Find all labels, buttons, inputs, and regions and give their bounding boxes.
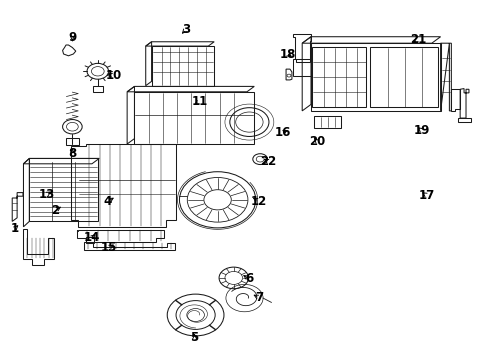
Text: 20: 20 xyxy=(308,135,325,148)
Text: 6: 6 xyxy=(245,273,253,285)
Text: 8: 8 xyxy=(68,147,76,159)
Text: 18: 18 xyxy=(279,48,295,60)
Bar xyxy=(369,47,437,107)
Text: 13: 13 xyxy=(38,188,55,201)
Bar xyxy=(310,43,440,111)
Text: 12: 12 xyxy=(250,195,267,208)
Text: 11: 11 xyxy=(191,95,207,108)
Text: 9: 9 xyxy=(68,31,76,44)
Text: 19: 19 xyxy=(412,124,429,137)
Bar xyxy=(151,46,214,86)
Text: 14: 14 xyxy=(83,231,100,244)
Text: 10: 10 xyxy=(105,69,122,82)
Text: 16: 16 xyxy=(274,126,290,139)
Text: 7: 7 xyxy=(255,291,263,304)
Text: 2: 2 xyxy=(51,204,59,217)
Text: 17: 17 xyxy=(417,189,434,202)
Text: 3: 3 xyxy=(182,23,189,36)
Text: 22: 22 xyxy=(259,155,276,168)
Text: 4: 4 xyxy=(103,195,111,208)
Bar xyxy=(93,86,102,92)
Text: 1: 1 xyxy=(11,222,19,235)
Text: 21: 21 xyxy=(409,33,426,46)
Bar xyxy=(314,116,341,128)
Bar xyxy=(65,138,79,145)
Bar xyxy=(134,92,254,144)
Text: 15: 15 xyxy=(100,241,117,254)
Text: 5: 5 xyxy=(190,331,198,344)
Bar xyxy=(29,158,98,221)
Bar xyxy=(311,47,366,107)
